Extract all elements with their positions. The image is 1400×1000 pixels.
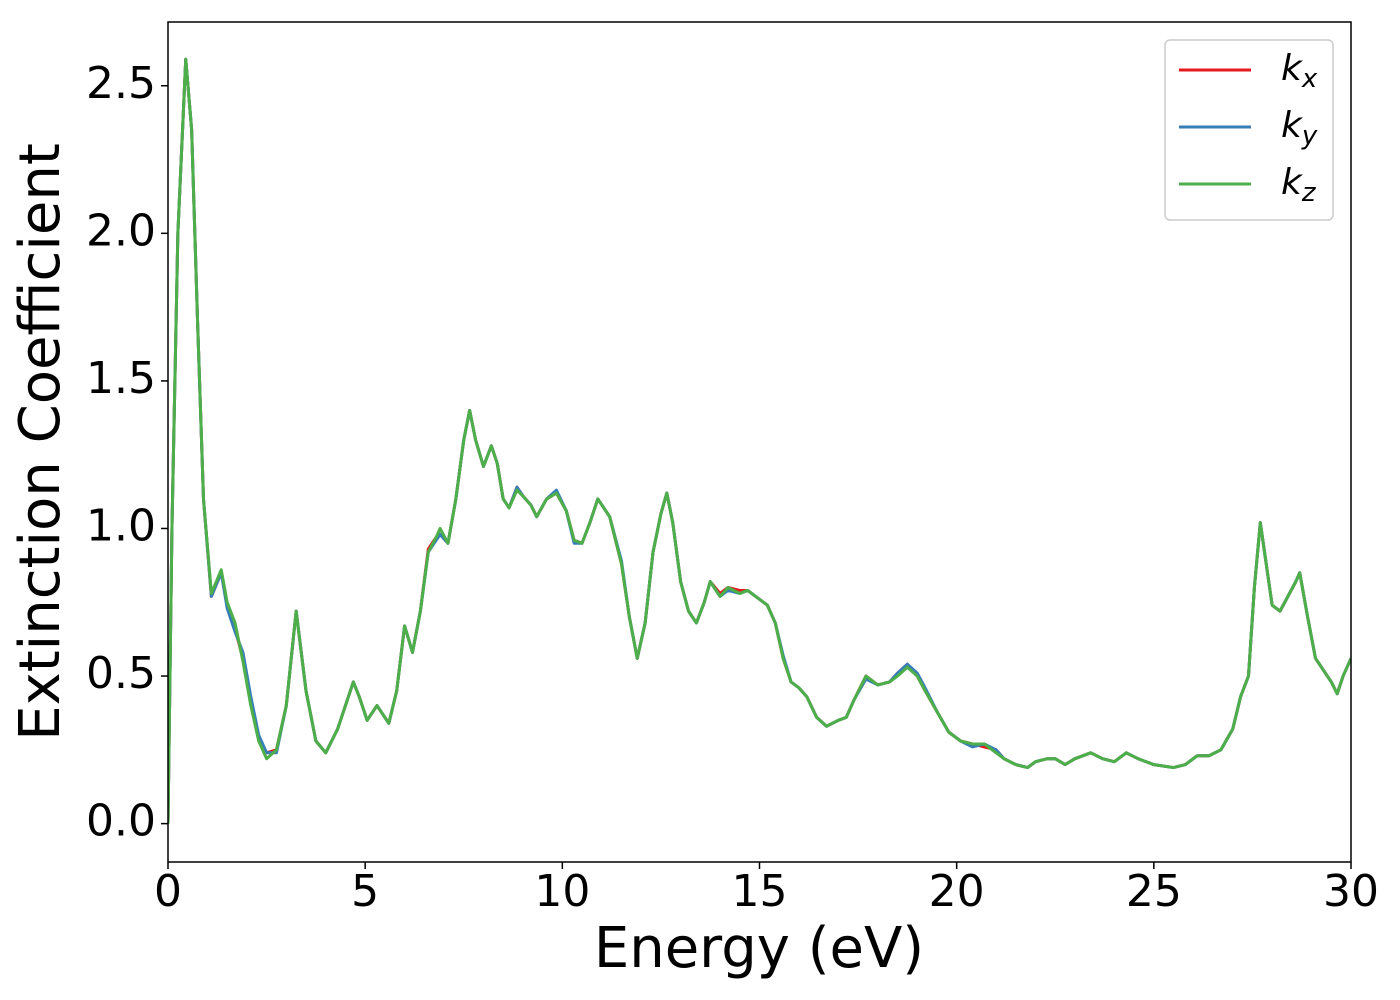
legend-label: kz: [1281, 162, 1317, 208]
x-tick-label: 20: [929, 866, 985, 917]
y-tick-label: 2.5: [86, 58, 156, 109]
axes-frame: [167, 21, 1352, 863]
y-tick-label: 1.0: [86, 500, 156, 551]
legend-label: kx: [1281, 48, 1318, 94]
line: [168, 57, 1351, 824]
x-tick-label: 5: [351, 866, 379, 917]
y-tick-label: 0.0: [86, 796, 156, 847]
y-axis-label: Extinction Coefficient: [8, 143, 73, 741]
x-axis-label: Energy (eV): [594, 916, 924, 981]
x-tick-label: 15: [732, 866, 788, 917]
x-tick-label: 10: [534, 866, 590, 917]
y-tick-label: 0.5: [86, 648, 156, 699]
legend-label: ky: [1281, 105, 1318, 151]
y-tick-label: 1.5: [86, 353, 156, 404]
x-tick-label: 0: [154, 866, 182, 917]
legend-box: [1164, 39, 1334, 221]
x-tick-label: 30: [1323, 866, 1379, 917]
y-tick-label: 2.0: [86, 205, 156, 256]
x-tick-label: 25: [1126, 866, 1182, 917]
